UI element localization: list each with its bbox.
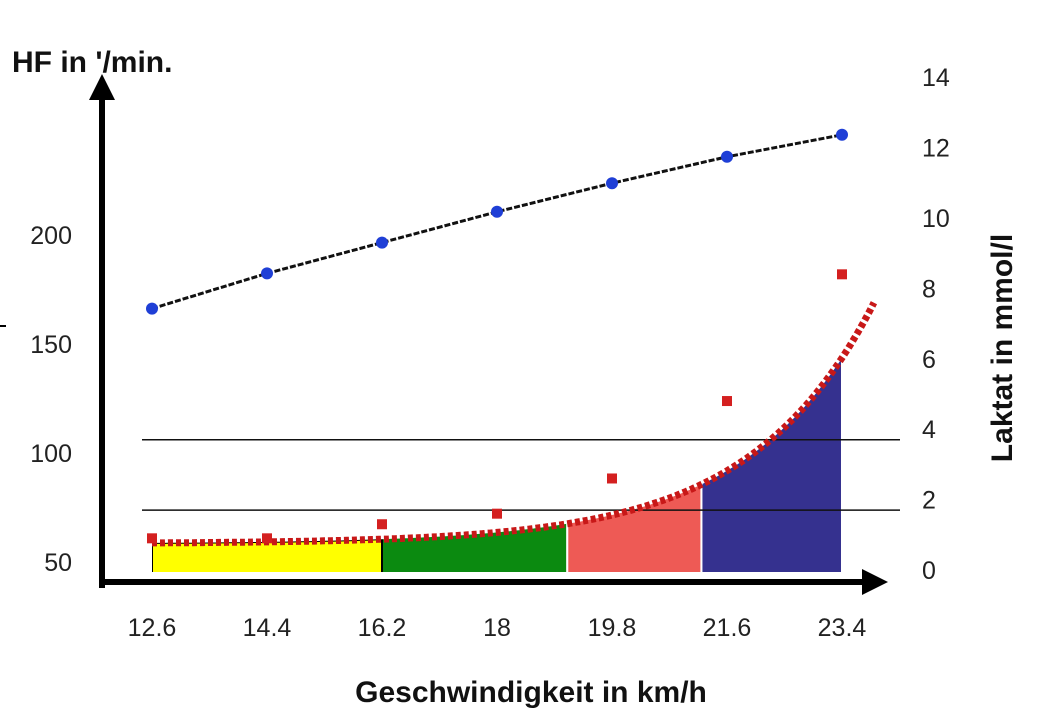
y-right-tick-label: 4 bbox=[922, 416, 936, 444]
x-tick-label: 19.8 bbox=[588, 614, 637, 642]
x-axis-label: Geschwindigkeit in km/h bbox=[355, 676, 707, 709]
y-left-axis-label: HF in '/min. bbox=[12, 46, 172, 79]
y-left-tick-labels: 50 100 150 200 bbox=[30, 222, 72, 577]
x-tick-label: 23.4 bbox=[818, 614, 867, 642]
lactate-point bbox=[722, 396, 732, 407]
x-tick-label: 18 bbox=[483, 614, 511, 642]
y-right-tick-labels: 0 2 4 6 8 10 12 14 bbox=[922, 64, 950, 585]
hr-trend bbox=[151, 133, 843, 311]
y-left-tick-label: 100 bbox=[30, 440, 72, 468]
intensity-zones bbox=[152, 357, 842, 572]
zone-2 bbox=[381, 357, 569, 572]
hr-point bbox=[721, 150, 733, 163]
axes bbox=[0, 74, 888, 595]
zone-4 bbox=[700, 357, 842, 572]
x-tick-label: 12.6 bbox=[128, 614, 177, 642]
y-left-tick-label: 150 bbox=[30, 331, 72, 359]
hr-point bbox=[376, 236, 388, 249]
x-axis-arrow bbox=[862, 569, 888, 595]
lactate-point bbox=[377, 519, 387, 530]
y-right-tick-label: 12 bbox=[922, 135, 950, 163]
y-right-axis-label: Laktat in mmol/l bbox=[986, 234, 1019, 462]
y-axis-arrow bbox=[89, 74, 115, 100]
hr-points bbox=[146, 128, 848, 315]
y-left-tick-label: 200 bbox=[30, 222, 72, 250]
y-right-tick-label: 8 bbox=[922, 275, 936, 303]
lactate-point bbox=[837, 269, 847, 280]
lactate-point bbox=[492, 508, 502, 519]
y-right-tick-label: 0 bbox=[922, 557, 936, 585]
x-tick-label: 16.2 bbox=[358, 614, 407, 642]
y-right-tick-label: 6 bbox=[922, 346, 936, 374]
hr-point bbox=[491, 205, 503, 218]
lactate-points bbox=[147, 269, 847, 544]
hr-point bbox=[606, 177, 618, 190]
hr-point bbox=[261, 267, 273, 280]
hr-point bbox=[146, 302, 158, 315]
lactate-trend-line bbox=[152, 301, 878, 547]
y-right-tick-label: 2 bbox=[922, 487, 936, 515]
hr-trend-line bbox=[151, 133, 843, 311]
lactate-point bbox=[147, 533, 157, 544]
zone-1 bbox=[152, 357, 383, 572]
x-tick-labels: 12.6 14.4 16.2 18 19.8 21.6 23.4 bbox=[128, 614, 867, 642]
x-tick-label: 14.4 bbox=[243, 614, 292, 642]
y-right-tick-label: 10 bbox=[922, 205, 950, 233]
x-tick-label: 21.6 bbox=[703, 614, 752, 642]
hr-point bbox=[836, 128, 848, 141]
y-left-tick-label: 50 bbox=[44, 549, 72, 577]
lactate-trend bbox=[152, 301, 878, 547]
lactate-point bbox=[607, 473, 617, 484]
y-right-tick-label: 14 bbox=[922, 64, 950, 92]
zone-3 bbox=[566, 357, 703, 572]
lactate-point bbox=[262, 533, 272, 544]
